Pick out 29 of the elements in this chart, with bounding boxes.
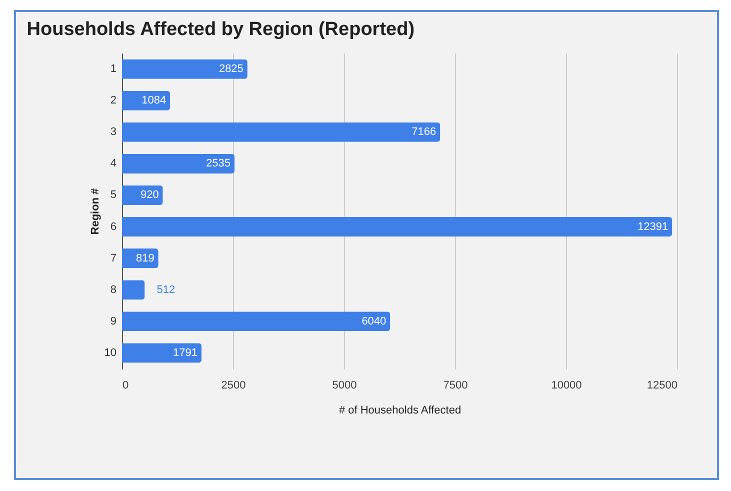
data-label: 512 <box>156 284 176 296</box>
x-tick-label: 2500 <box>221 380 246 392</box>
x-tick-label: 0 <box>122 380 129 392</box>
x-tick-label: 5000 <box>332 380 357 392</box>
x-tick-label: 7500 <box>443 380 468 392</box>
data-label: 920 <box>140 189 159 202</box>
y-tick-label: 10 <box>104 346 116 359</box>
y-tick-label: 9 <box>110 315 116 328</box>
data-label: 1791 <box>173 346 198 359</box>
y-tick-label: 7 <box>110 252 116 264</box>
y-tick-label: 3 <box>110 126 116 138</box>
y-axis-title: Region # <box>89 188 102 235</box>
data-label: 6040 <box>362 315 386 328</box>
x-tick-label: 10000 <box>551 380 582 392</box>
y-tick-label: 4 <box>110 158 116 170</box>
y-tick-label: 2 <box>110 94 116 107</box>
x-axis-title: # of Households Affected <box>338 404 462 416</box>
data-label: 12391 <box>638 220 668 233</box>
data-label: 2825 <box>218 63 244 76</box>
x-tick-label: 12500 <box>646 380 678 392</box>
y-tick-label: 5 <box>110 189 116 202</box>
data-label: 819 <box>136 252 154 264</box>
data-label: 2535 <box>206 158 231 170</box>
y-tick-label: 1 <box>110 63 116 76</box>
y-tick-label: 6 <box>110 220 116 233</box>
data-label: 1084 <box>142 94 166 107</box>
data-label: 7166 <box>412 126 436 138</box>
chart-title: Households Affected by Region (Reported) <box>26 19 415 40</box>
y-tick-label: 8 <box>110 284 116 296</box>
